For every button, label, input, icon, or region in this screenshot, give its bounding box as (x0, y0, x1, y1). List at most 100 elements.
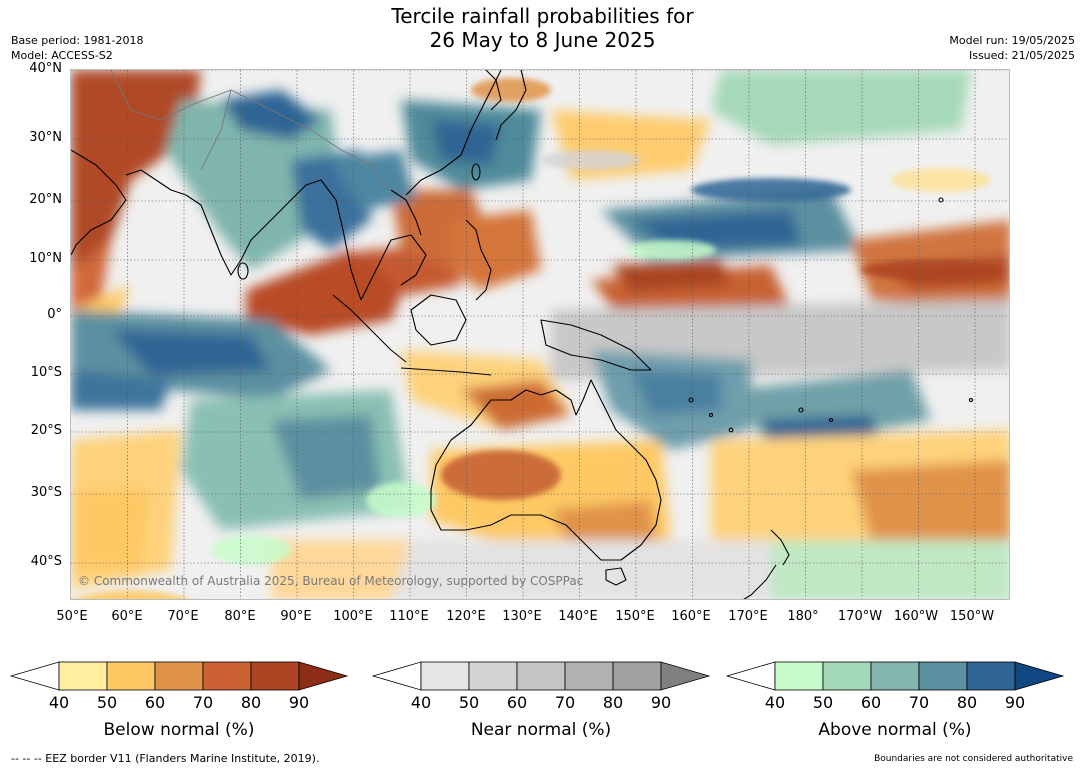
cbar-above-tick: 60 (860, 693, 882, 712)
colorbar-segment (822, 661, 872, 691)
coast-china (405, 70, 502, 196)
cbar-above-tick: 90 (1004, 693, 1026, 712)
colorbar-lower-arrow (9, 661, 60, 691)
issued-date: Issued: 21/05/2025 (968, 49, 1075, 62)
cbar-below-tick: 40 (48, 693, 70, 712)
lon-label: 70°E (167, 609, 199, 624)
coast-korea (485, 70, 502, 111)
colorbar-lower-arrow (725, 661, 776, 691)
title-line-1: Tercile rainfall probabilities for (391, 4, 694, 28)
lat-label: 30°S (30, 485, 62, 500)
coast-new-guinea (540, 319, 652, 371)
colorbar-segment (516, 661, 566, 691)
coast-bay-of-bengal (305, 179, 362, 301)
cbar-below-title: Below normal (%) (103, 720, 255, 740)
colorbar-upper-arrow (1014, 661, 1065, 691)
lon-label: 90°E (280, 609, 312, 624)
lon-label: 100°E (333, 609, 373, 624)
footer-eez-note: -- -- -- EEZ border V11 (Flanders Marine… (11, 752, 320, 765)
meta-left: Base period: 1981-2018 Model: ACCESS-S2 (11, 33, 143, 63)
lat-label: 10°S (30, 365, 62, 380)
coast-nz-south (743, 564, 777, 599)
title-line-2: 26 May to 8 June 2025 (429, 28, 656, 52)
country-borders (110, 70, 392, 191)
rainfall-map (70, 69, 1010, 600)
lon-label: 180° (787, 609, 819, 624)
colorbar-below-normal-svg (9, 661, 349, 691)
lon-label: 130°E (502, 609, 542, 624)
graticule (71, 70, 1009, 599)
model-name: Model: ACCESS-S2 (11, 49, 113, 62)
coast-philippines (465, 219, 492, 301)
lon-label: 170°E (728, 609, 768, 624)
cbar-near-tick: 40 (410, 693, 432, 712)
lat-label: 10°N (29, 251, 62, 266)
colorbar-segment (870, 661, 920, 691)
lon-label: 160°W (893, 609, 939, 624)
coast-java (400, 367, 492, 376)
colorbar-segment (250, 661, 300, 691)
colorbar-segment (966, 661, 1016, 691)
lat-label: 0° (47, 307, 62, 322)
colorbar-above-normal-svg (725, 661, 1065, 691)
lon-label: 110°E (389, 609, 429, 624)
map-title: Tercile rainfall probabilities for 26 Ma… (0, 4, 1085, 52)
cbar-above-tick: 40 (764, 693, 786, 712)
colorbar-lower-arrow (371, 661, 422, 691)
cbar-above-tick: 50 (812, 693, 834, 712)
colorbar-segment (564, 661, 614, 691)
coast-nz-north (770, 529, 790, 566)
colorbar-segment (106, 661, 156, 691)
colorbar-segment (468, 661, 518, 691)
colorbar-below-normal (9, 660, 350, 696)
lat-label: 30°N (29, 130, 62, 145)
colorbar-segment (154, 661, 204, 691)
coast-japan (495, 70, 527, 141)
coast-persian-gulf (125, 169, 187, 196)
lon-label: 50°E (56, 609, 88, 624)
model-run: Model run: 19/05/2025 (949, 34, 1075, 47)
probability-patches (74, 78, 1001, 599)
cbar-below-tick: 90 (288, 693, 310, 712)
coast-taiwan (471, 163, 481, 181)
cbar-near-title: Near normal (%) (470, 720, 612, 740)
coast-sumatra (332, 294, 407, 363)
probability-regions (71, 70, 1009, 599)
lon-label: 140°E (558, 609, 598, 624)
colorbar-segment (58, 661, 108, 691)
colorbar-upper-arrow (298, 661, 349, 691)
lon-label: 60°E (111, 609, 143, 624)
colorbar-near-normal (371, 660, 712, 696)
colorbar-segment (420, 661, 470, 691)
base-period: Base period: 1981-2018 (11, 34, 144, 47)
cbar-near-tick: 60 (506, 693, 528, 712)
cbar-below-tick: 60 (144, 693, 166, 712)
map-canvas (71, 70, 1009, 599)
lon-label: 120°E (446, 609, 486, 624)
colorbar-segment (202, 661, 252, 691)
cbar-near-tick: 90 (650, 693, 672, 712)
cbar-near-tick: 80 (602, 693, 624, 712)
coast-arabia (71, 149, 127, 256)
lon-label: 170°W (837, 609, 883, 624)
cbar-below-tick: 70 (192, 693, 214, 712)
colorbar-above-normal (725, 660, 1066, 696)
colorbar-segment (612, 661, 662, 691)
meta-right: Model run: 19/05/2025 Issued: 21/05/2025 (949, 33, 1075, 63)
lat-label: 20°N (29, 192, 62, 207)
coast-australia (430, 379, 662, 561)
lon-label: 80°E (224, 609, 256, 624)
cbar-below-tick: 80 (240, 693, 262, 712)
coast-tasmania (605, 567, 627, 586)
coast-borneo (410, 294, 467, 346)
colorbar-segment (918, 661, 968, 691)
coast-sri-lanka (237, 262, 249, 280)
cbar-above-title: Above normal (%) (818, 720, 972, 740)
coast-vietnam (390, 189, 422, 236)
footer-disclaimer: Boundaries are not considered authoritat… (874, 754, 1073, 764)
lon-label: 150°E (615, 609, 655, 624)
lat-label: 40°N (29, 61, 62, 76)
cbar-near-tick: 50 (458, 693, 480, 712)
lon-label: 150°W (949, 609, 995, 624)
coast-malay (360, 234, 427, 301)
